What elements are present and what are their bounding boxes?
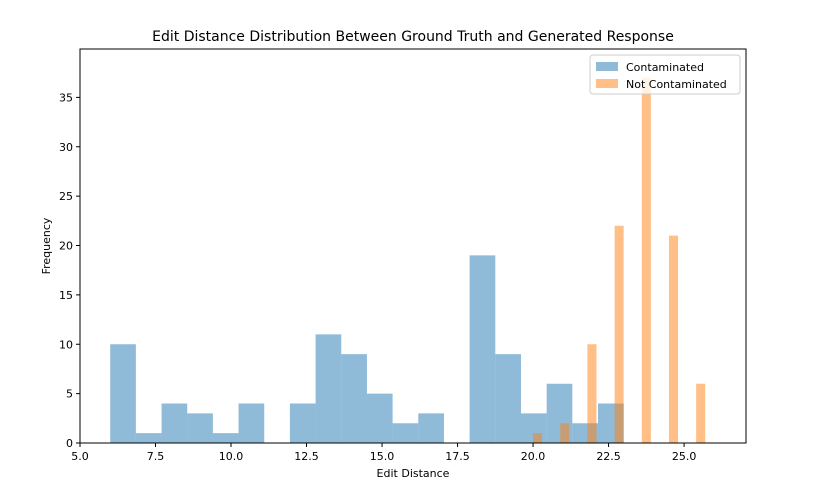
contaminated-series [110, 255, 624, 443]
bar-contaminated-5 [238, 403, 265, 443]
bar-contaminated-8 [315, 334, 342, 443]
not-contaminated-series [533, 77, 706, 443]
bar-contaminated-14 [469, 255, 496, 443]
bar-contaminated-11 [392, 423, 419, 443]
bar-contaminated-1 [135, 433, 162, 443]
bar-contaminated-7 [289, 403, 316, 443]
x-tick-label: 7.5 [147, 450, 165, 463]
bar-contaminated-4 [212, 433, 239, 443]
legend-label-contaminated: Contaminated [626, 61, 704, 74]
y-axis-label: Frequency [40, 217, 53, 274]
bar-not-contaminated-4 [641, 77, 651, 443]
legend: Contaminated Not Contaminated [589, 54, 741, 95]
bar-not-contaminated-1 [560, 423, 570, 443]
bar-not-contaminated-6 [696, 383, 706, 443]
y-tick-label: 15 [59, 289, 73, 302]
y-tick-label: 10 [59, 338, 73, 351]
x-tick-label: 25.0 [672, 450, 697, 463]
bar-not-contaminated-2 [587, 344, 597, 443]
bar-contaminated-9 [341, 354, 367, 443]
legend-box [589, 54, 741, 95]
bar-contaminated-10 [366, 393, 393, 443]
legend-swatch-contaminated [596, 62, 618, 71]
legend-swatch-not-contaminated [596, 79, 618, 88]
y-tick-label: 0 [66, 437, 73, 450]
x-tick-label: 20.0 [521, 450, 546, 463]
y-tick-label: 25 [59, 190, 73, 203]
bar-contaminated-0 [110, 344, 136, 443]
y-axis-ticks: 0 5 10 15 20 25 30 35 [59, 91, 80, 450]
bar-not-contaminated-0 [533, 433, 543, 443]
x-tick-label: 15.0 [370, 450, 395, 463]
x-tick-label: 12.5 [294, 450, 319, 463]
x-tick-label: 10.0 [219, 450, 244, 463]
y-tick-label: 30 [59, 141, 73, 154]
bar-not-contaminated-5 [668, 235, 679, 443]
x-axis-label: Edit Distance [377, 467, 450, 480]
chart-title: Edit Distance Distribution Between Groun… [152, 29, 674, 45]
y-tick-label: 5 [66, 388, 73, 401]
x-tick-label: 5.0 [71, 450, 89, 463]
legend-label-not-contaminated: Not Contaminated [626, 78, 727, 91]
y-tick-label: 35 [59, 91, 73, 104]
bar-not-contaminated-3 [614, 225, 624, 443]
x-tick-label: 17.5 [445, 450, 470, 463]
bar-contaminated-3 [187, 413, 213, 443]
x-tick-label: 22.5 [596, 450, 621, 463]
bar-contaminated-2 [161, 403, 188, 443]
bar-contaminated-12 [418, 413, 444, 443]
y-tick-label: 20 [59, 240, 73, 253]
bar-contaminated-15 [495, 354, 521, 443]
x-axis-ticks: 5.0 7.5 10.0 12.5 15.0 17.5 20.0 22.5 25.0 [71, 443, 696, 463]
